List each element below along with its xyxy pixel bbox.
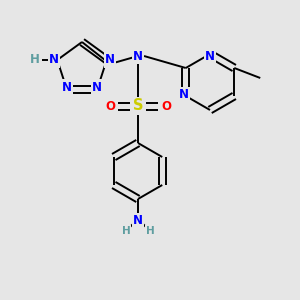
Text: N: N <box>179 88 189 101</box>
Text: H: H <box>30 53 40 67</box>
Text: H: H <box>122 226 130 236</box>
Text: N: N <box>92 80 102 94</box>
Text: O: O <box>161 100 171 112</box>
Text: N: N <box>105 53 115 67</box>
Text: S: S <box>133 98 143 113</box>
Text: O: O <box>105 100 115 112</box>
Text: N: N <box>133 214 143 227</box>
Text: H: H <box>146 226 154 236</box>
Text: N: N <box>62 80 72 94</box>
Text: N: N <box>133 50 143 62</box>
Text: N: N <box>205 50 215 64</box>
Text: N: N <box>49 53 59 67</box>
